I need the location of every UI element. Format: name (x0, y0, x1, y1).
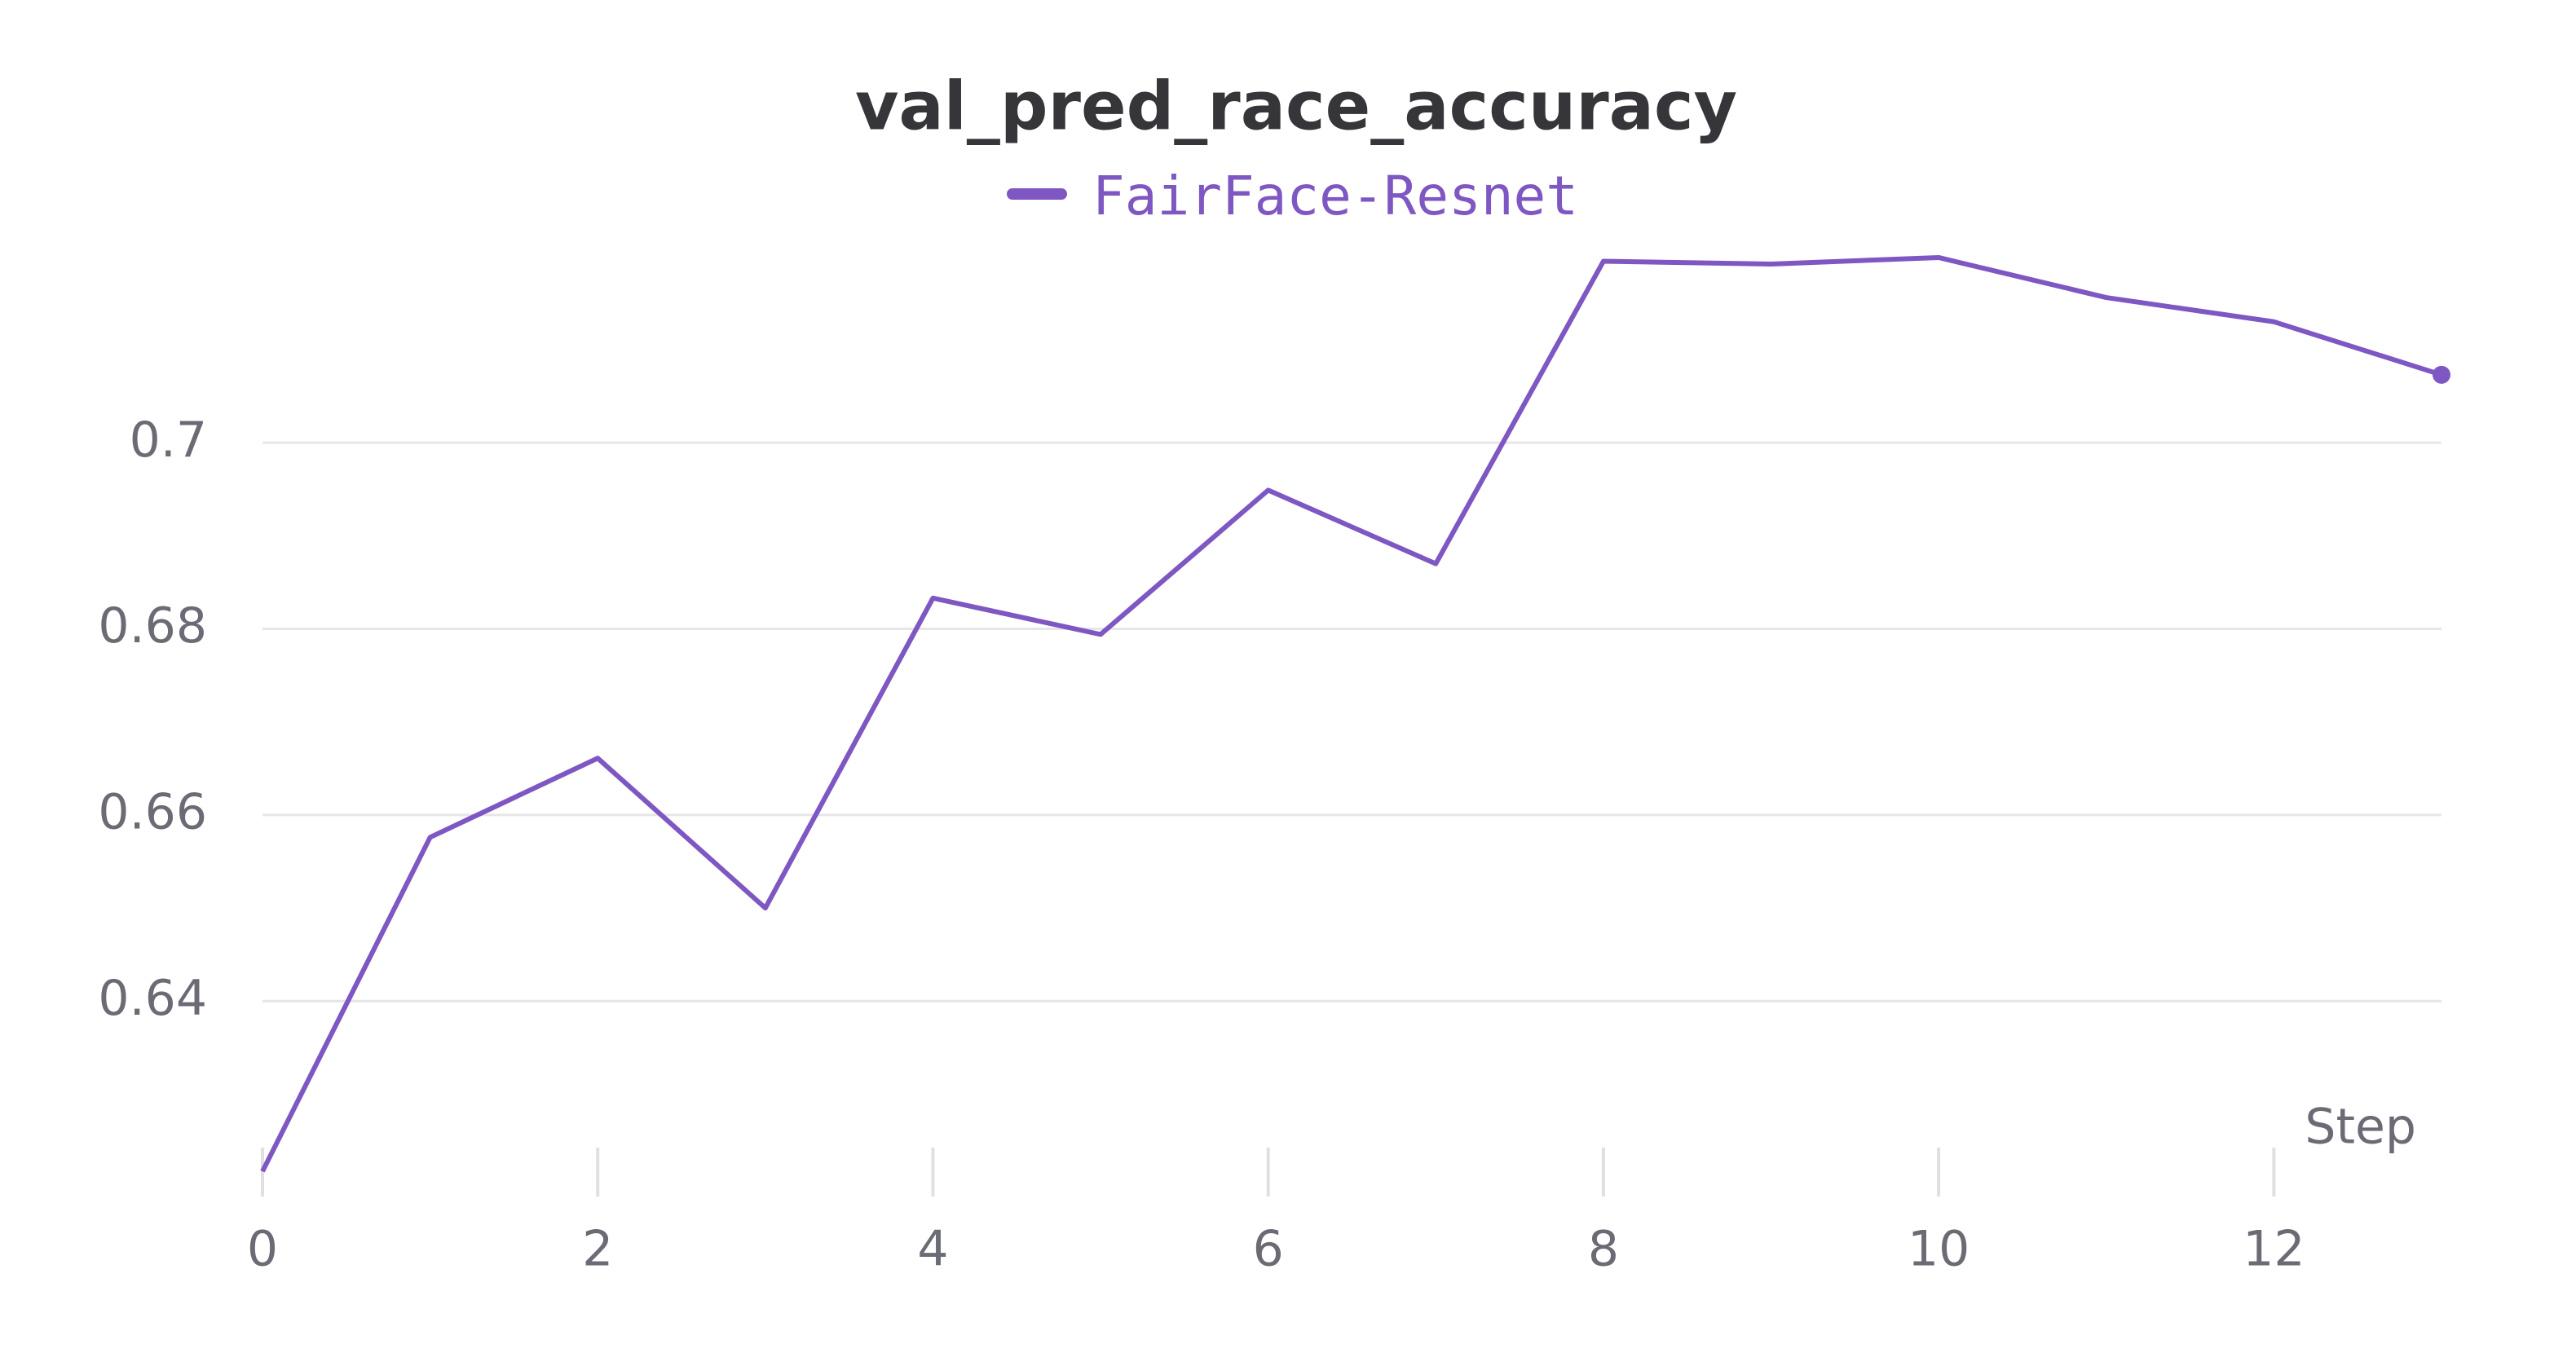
x-tick-label: 4 (917, 1221, 948, 1278)
line (260, 254, 2442, 1173)
x-axis-label: Step (2305, 1099, 2416, 1156)
x-tick-label: 10 (1908, 1221, 1969, 1278)
x-tick-label: 0 (247, 1221, 278, 1278)
legend-label: FairFace-Resnet (1092, 165, 1578, 227)
y-tick-label: 0.66 (98, 783, 207, 840)
x-tick-label: 6 (1253, 1221, 1284, 1278)
y-tick-label: 0.68 (98, 597, 207, 654)
x-tick-label: 8 (1588, 1221, 1619, 1278)
x-tick-label: 2 (582, 1221, 613, 1278)
x-tick-label: 12 (2243, 1221, 2305, 1278)
y-tick-label: 0.64 (98, 970, 207, 1027)
end-point (2433, 365, 2450, 384)
y-tick-label: 0.7 (130, 412, 207, 469)
chart-title: val_pred_race_accuracy (855, 68, 1737, 145)
